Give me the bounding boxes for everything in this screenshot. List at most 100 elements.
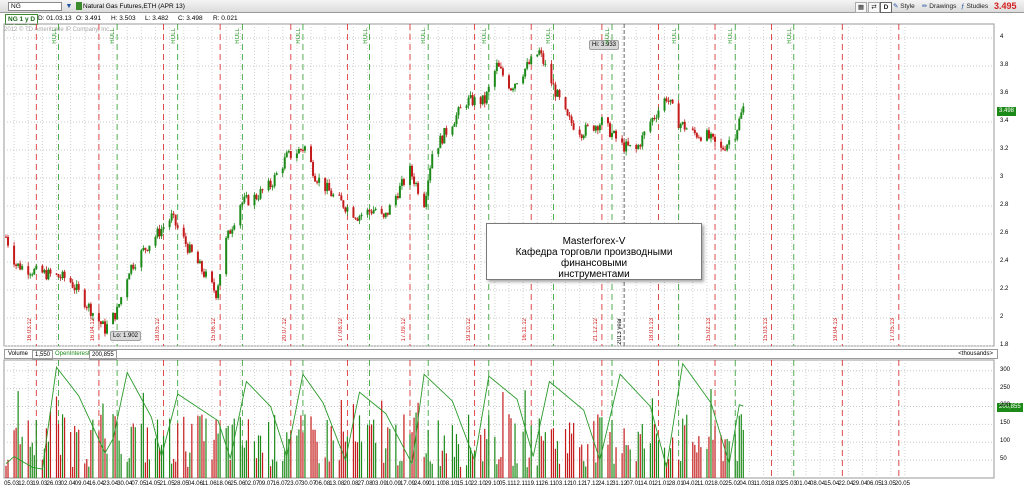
candle-body	[386, 212, 389, 215]
candle-body	[318, 177, 321, 183]
candle-body	[473, 97, 476, 106]
candle-body	[564, 97, 567, 110]
candle-body	[253, 194, 256, 206]
candle-body	[635, 144, 638, 149]
aggregation-badge[interactable]: NG 1 y D	[5, 14, 39, 25]
studies-button[interactable]: ƒ Studies	[961, 2, 988, 11]
roll-label: ROLL	[362, 28, 369, 44]
candle-body	[431, 154, 434, 169]
expiration-label: 16.04.12	[89, 318, 96, 342]
year-label: 2013 year	[617, 318, 624, 345]
x-axis-date: 10.09	[385, 481, 401, 487]
candle-body	[233, 225, 236, 230]
candle-body	[63, 271, 66, 278]
candle-body	[239, 205, 242, 226]
candle-body	[116, 306, 119, 320]
x-axis-date: 14.05	[145, 481, 161, 487]
x-axis-date: 13.05	[880, 481, 896, 487]
price-axis-tick: 2.4	[1000, 258, 1009, 264]
candle-body	[87, 303, 90, 308]
candle-body	[655, 117, 658, 119]
x-axis-date: 04.06	[187, 481, 203, 487]
candle-body	[29, 274, 32, 276]
x-axis-date: 08.10	[442, 481, 458, 487]
candle-body	[245, 195, 248, 197]
candle-body	[172, 213, 175, 215]
x-axis-date: 20.08	[343, 481, 359, 487]
candle-body	[524, 68, 527, 77]
style-label: Style	[900, 3, 915, 10]
expiration-label: 21.12.12	[592, 318, 599, 342]
expiration-label: 15.02.13	[706, 318, 713, 342]
candle-body	[174, 214, 177, 226]
low-marker: Lo: 1.902	[110, 331, 142, 341]
x-axis-date: 17.09	[400, 481, 416, 487]
candle-body	[598, 124, 601, 131]
drawings-button[interactable]: ✏ Drawings	[922, 2, 956, 11]
candle-body	[146, 249, 149, 251]
x-axis-date: 13.08	[329, 481, 345, 487]
symbol-dropdown-icon[interactable]: ▼	[65, 3, 73, 10]
x-axis-date: 21.05	[159, 481, 175, 487]
x-axis-date: 17.12	[583, 481, 599, 487]
volume-header: Volume 1,550 OpenInterest 200,855 <thous…	[4, 349, 998, 360]
volume-units: <thousands>	[958, 351, 993, 357]
candle-body	[372, 210, 375, 214]
candle-body	[526, 62, 529, 69]
candle-body	[287, 151, 290, 153]
x-axis-date: 22.04	[838, 481, 854, 487]
info-high: H: 3.503	[111, 15, 136, 22]
link-button[interactable]: D	[880, 2, 892, 13]
price-axis-tick: 2.6	[1000, 230, 1009, 236]
grid-icon[interactable]: ▦	[855, 2, 867, 13]
candle-body	[120, 297, 123, 305]
candle-body	[338, 194, 341, 196]
candle-body	[415, 183, 418, 185]
candle-body	[332, 194, 335, 197]
candle-body	[699, 137, 702, 141]
x-axis-date: 23.07	[286, 481, 302, 487]
candle-body	[132, 264, 135, 269]
candle-body	[269, 180, 272, 188]
x-axis-date: 29.10	[484, 481, 500, 487]
candle-body	[681, 121, 684, 124]
symbol-input[interactable]: NG	[8, 2, 62, 11]
price-axis-tick: 3.4	[1000, 118, 1009, 124]
note-annotation[interactable]: Masterforex-V Кафедра торговли производн…	[486, 223, 702, 280]
price-axis-tick: 3.8	[1000, 62, 1009, 68]
candle-body	[75, 284, 78, 291]
roll-label: ROLL	[51, 28, 58, 44]
candle-body	[467, 97, 470, 106]
roll-label: ROLL	[295, 28, 302, 44]
candle-body	[289, 151, 292, 159]
candle-body	[465, 105, 468, 108]
candle-body	[669, 99, 672, 102]
volume-panel-frame	[3, 359, 995, 479]
candle-body	[625, 141, 628, 152]
share-icon[interactable]: ⇄	[868, 2, 880, 13]
oi-label: OpenInterest	[55, 351, 90, 357]
candle-body	[398, 185, 401, 199]
candle-body	[229, 230, 232, 234]
candle-body	[225, 237, 228, 275]
candle-body	[423, 193, 426, 207]
candle-body	[554, 84, 557, 97]
x-axis-date: 06.05	[866, 481, 882, 487]
candle-body	[495, 62, 498, 72]
x-axis-date: 25.03	[781, 481, 797, 487]
candle-body	[160, 229, 163, 237]
price-axis-tick: 2	[1000, 314, 1004, 320]
candle-body	[202, 271, 205, 277]
candle-body	[400, 179, 403, 186]
candle-body	[301, 149, 304, 151]
candle-body	[611, 132, 613, 137]
candle-body	[140, 250, 143, 268]
x-axis-date: 01.04	[795, 481, 811, 487]
candle-body	[59, 277, 62, 279]
style-button[interactable]: ✎ Style	[893, 2, 915, 11]
chart-toolbar: NG ▼ Natural Gas Futures,ETH (APR 13) ▦ …	[0, 0, 1024, 13]
candle-body	[328, 182, 331, 191]
candle-body	[31, 274, 34, 276]
x-axis-date: 31.12	[612, 481, 628, 487]
candle-body	[443, 128, 446, 144]
